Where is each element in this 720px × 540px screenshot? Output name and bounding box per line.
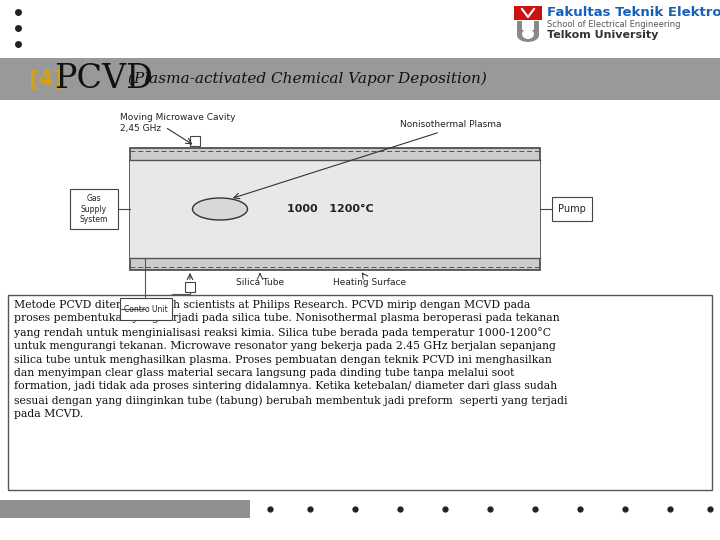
Bar — [522, 21, 534, 30]
Bar — [0, 58, 720, 60]
Bar — [0, 518, 720, 540]
Text: Contro Unit: Contro Unit — [124, 305, 168, 314]
Bar — [0, 58, 720, 100]
Bar — [190, 136, 200, 146]
Text: Gas
Supply
System: Gas Supply System — [80, 194, 108, 224]
Text: 1000   1200°C: 1000 1200°C — [287, 204, 374, 214]
Bar — [8, 295, 712, 490]
Text: Moving Microwave Cavity
2,45 GHz: Moving Microwave Cavity 2,45 GHz — [120, 113, 235, 133]
Bar — [130, 160, 540, 258]
Polygon shape — [514, 6, 542, 20]
Text: [4]: [4] — [28, 69, 64, 89]
Text: Heating Surface: Heating Surface — [333, 278, 407, 287]
Text: School of Electrical Engineering: School of Electrical Engineering — [547, 20, 680, 29]
Bar — [130, 148, 540, 270]
Bar — [120, 298, 172, 320]
Text: Metode PCVD ditemukan oleh scientists at Philips Research. PCVD mirip dengan MCV: Metode PCVD ditemukan oleh scientists at… — [14, 300, 567, 419]
Bar — [70, 189, 118, 229]
Bar — [552, 197, 592, 221]
Bar — [185, 282, 195, 292]
Text: Telkom University: Telkom University — [547, 30, 658, 40]
Text: Fakultas Teknik Elektro: Fakultas Teknik Elektro — [547, 6, 720, 19]
Text: Silica Tube: Silica Tube — [236, 278, 284, 287]
Ellipse shape — [517, 28, 539, 42]
Text: (Plasma-activated Chemical Vapor Deposition): (Plasma-activated Chemical Vapor Deposit… — [128, 72, 487, 86]
Bar — [534, 21, 539, 35]
Text: Nonisothermal Plasma: Nonisothermal Plasma — [400, 120, 502, 129]
Bar — [517, 21, 522, 35]
Ellipse shape — [522, 29, 534, 39]
Ellipse shape — [192, 198, 248, 220]
Text: PCVD: PCVD — [54, 63, 153, 95]
Bar — [0, 500, 250, 518]
Text: Pump: Pump — [558, 204, 586, 214]
